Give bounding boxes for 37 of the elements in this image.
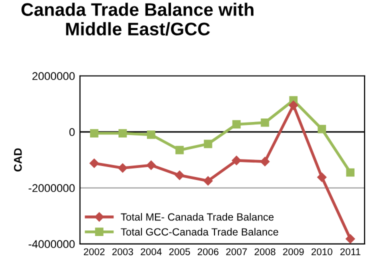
- x-tick-label: 2007: [226, 248, 247, 256]
- point: [317, 172, 326, 182]
- point: [90, 129, 98, 138]
- point: [260, 118, 270, 127]
- point: [232, 120, 241, 128]
- point: [146, 160, 156, 170]
- x-tick-label: 2002: [84, 248, 105, 256]
- point: [204, 140, 212, 148]
- legend-label: Total GCC-Canada Trade Balance: [120, 228, 278, 236]
- chart-title: Canada Trade Balance with Middle East/GCC: [21, 2, 254, 36]
- y-axis-title: CAD: [14, 148, 22, 172]
- x-tick-label: 2005: [169, 248, 190, 256]
- y-tick-label: -2000000: [28, 184, 75, 192]
- point: [232, 156, 242, 166]
- point: [146, 130, 156, 139]
- x-tick-label: 2008: [254, 248, 276, 256]
- point: [175, 146, 184, 154]
- point: [90, 158, 99, 168]
- x-tick-label: 2010: [312, 248, 332, 256]
- x-tick-label: 2003: [112, 248, 134, 256]
- legend-label: Total ME- Canada Trade Balance: [120, 213, 274, 221]
- point: [260, 156, 270, 166]
- x-tick-label: 2006: [198, 248, 218, 256]
- x-tick-label: 2004: [140, 248, 162, 256]
- point: [346, 168, 354, 177]
- point: [318, 124, 326, 134]
- y-tick-label: 2000000: [32, 72, 75, 80]
- point: [118, 129, 127, 138]
- point: [174, 170, 184, 180]
- x-tick-label: 2009: [283, 248, 304, 256]
- point: [118, 163, 128, 173]
- point: [203, 176, 213, 186]
- y-tick-label: -4000000: [28, 240, 75, 248]
- point: [346, 234, 355, 244]
- y-tick-label: 0: [69, 128, 75, 136]
- point: [288, 100, 298, 110]
- x-tick-label: 2011: [340, 248, 360, 256]
